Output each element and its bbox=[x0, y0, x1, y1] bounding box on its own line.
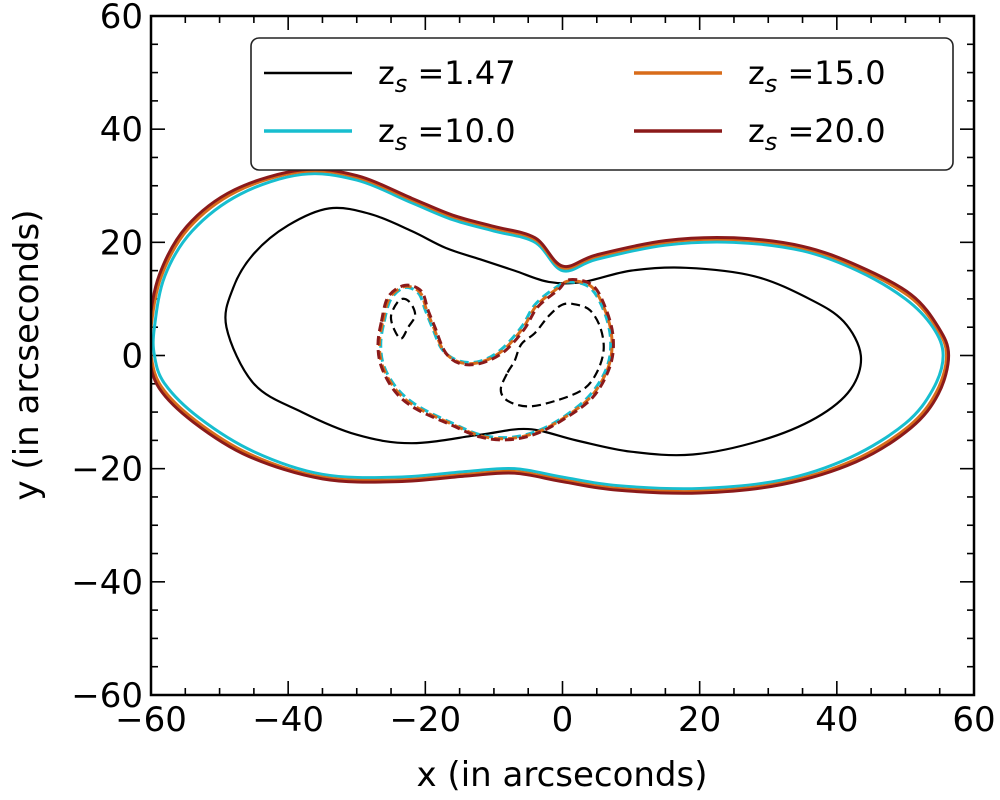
plot-frame bbox=[149, 14, 976, 697]
legend-label-2: zs =15.0 bbox=[748, 54, 886, 98]
series-3-caustic-curve bbox=[376, 277, 615, 442]
series-2-critical-curve bbox=[151, 169, 949, 494]
plot-lines bbox=[151, 167, 951, 495]
x-tick-label: 40 bbox=[815, 700, 858, 740]
x-axis-title: x (in arcseconds) bbox=[417, 755, 708, 795]
series-0-caustic-curve bbox=[389, 297, 417, 340]
y-tick-label: −20 bbox=[71, 450, 143, 490]
x-tick-label: −20 bbox=[389, 700, 461, 740]
series-3-critical-curve bbox=[151, 167, 951, 495]
y-tick-label: −40 bbox=[71, 563, 143, 603]
legend-label-3: zs =20.0 bbox=[748, 112, 886, 156]
legend: zs =1.47 zs =10.0 zs =15.0 zs =20.0 bbox=[250, 37, 954, 171]
series-1-critical-curve bbox=[151, 172, 945, 491]
series-0-caustic-curve bbox=[499, 302, 605, 408]
x-tick-label: −40 bbox=[252, 700, 324, 740]
y-tick-label: 0 bbox=[121, 337, 143, 377]
y-tick-label: 40 bbox=[100, 110, 143, 150]
x-tick-label: −60 bbox=[115, 700, 187, 740]
x-tick-label: 20 bbox=[678, 700, 721, 740]
x-tick-label: 60 bbox=[952, 700, 995, 740]
legend-label-1: zs =10.0 bbox=[378, 112, 516, 156]
x-tick-label: 0 bbox=[552, 700, 574, 740]
legend-box bbox=[250, 37, 954, 171]
y-tick-label: 60 bbox=[100, 0, 143, 37]
y-axis-title: y (in arcseconds) bbox=[7, 210, 47, 501]
y-tick-label: −60 bbox=[71, 676, 143, 716]
y-tick-label: 20 bbox=[100, 223, 143, 263]
legend-label-0: zs =1.47 bbox=[378, 54, 516, 98]
tick-labels: −60 −40 −20 0 20 40 60 −60 −40 −20 0 20 40 60 bbox=[71, 0, 995, 740]
